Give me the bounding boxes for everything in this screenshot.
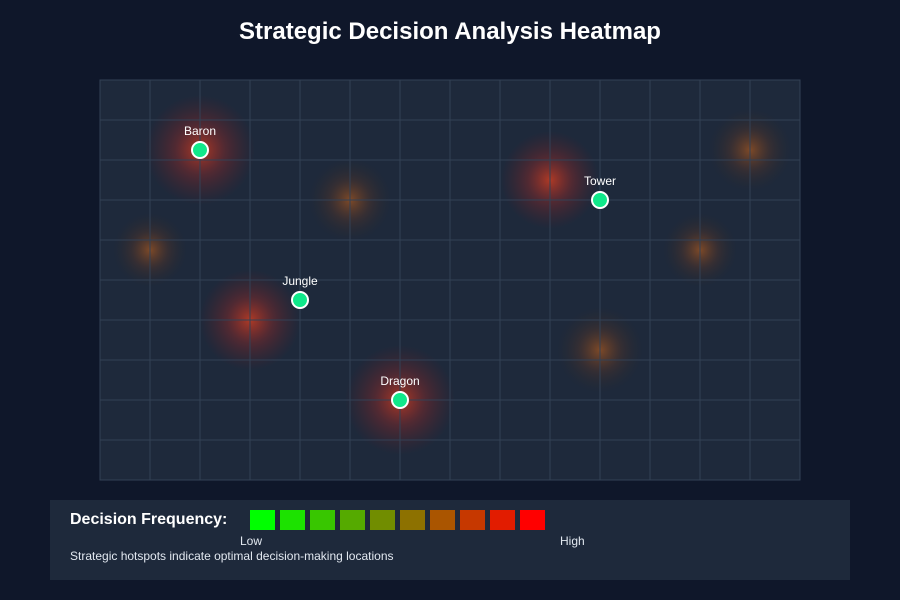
legend-low-label: Low xyxy=(240,534,263,548)
legend-title: Decision Frequency: xyxy=(70,511,228,528)
point-label-dragon: Dragon xyxy=(380,374,419,388)
legend-swatch-7 xyxy=(460,510,485,530)
legend-swatch-8 xyxy=(490,510,515,530)
legend-panel: Decision Frequency: Low High Strategic h… xyxy=(50,500,850,580)
legend-high-label: High xyxy=(560,534,585,548)
legend-swatch-1 xyxy=(280,510,305,530)
grid-layer xyxy=(99,79,801,481)
heatmap-chart: Baron Tower Jungle Dragon xyxy=(99,79,801,481)
page-title: Strategic Decision Analysis Heatmap xyxy=(239,18,661,45)
legend-swatch-5 xyxy=(400,510,425,530)
legend-note: Strategic hotspots indicate optimal deci… xyxy=(70,549,394,563)
legend-swatch-9 xyxy=(520,510,545,530)
map-border xyxy=(99,79,801,481)
legend-swatch-4 xyxy=(370,510,395,530)
point-label-tower: Tower xyxy=(584,174,616,188)
legend-swatch-0 xyxy=(250,510,275,530)
point-label-baron: Baron xyxy=(184,124,216,138)
legend-swatch-2 xyxy=(310,510,335,530)
point-marker-baron[interactable] xyxy=(191,141,209,159)
point-marker-jungle[interactable] xyxy=(291,291,309,309)
point-layer: Baron Tower Jungle Dragon xyxy=(184,124,616,409)
point-marker-tower[interactable] xyxy=(591,191,609,209)
legend-swatch-3 xyxy=(340,510,365,530)
legend-swatch-6 xyxy=(430,510,455,530)
point-label-jungle: Jungle xyxy=(282,274,318,288)
point-marker-dragon[interactable] xyxy=(391,391,409,409)
